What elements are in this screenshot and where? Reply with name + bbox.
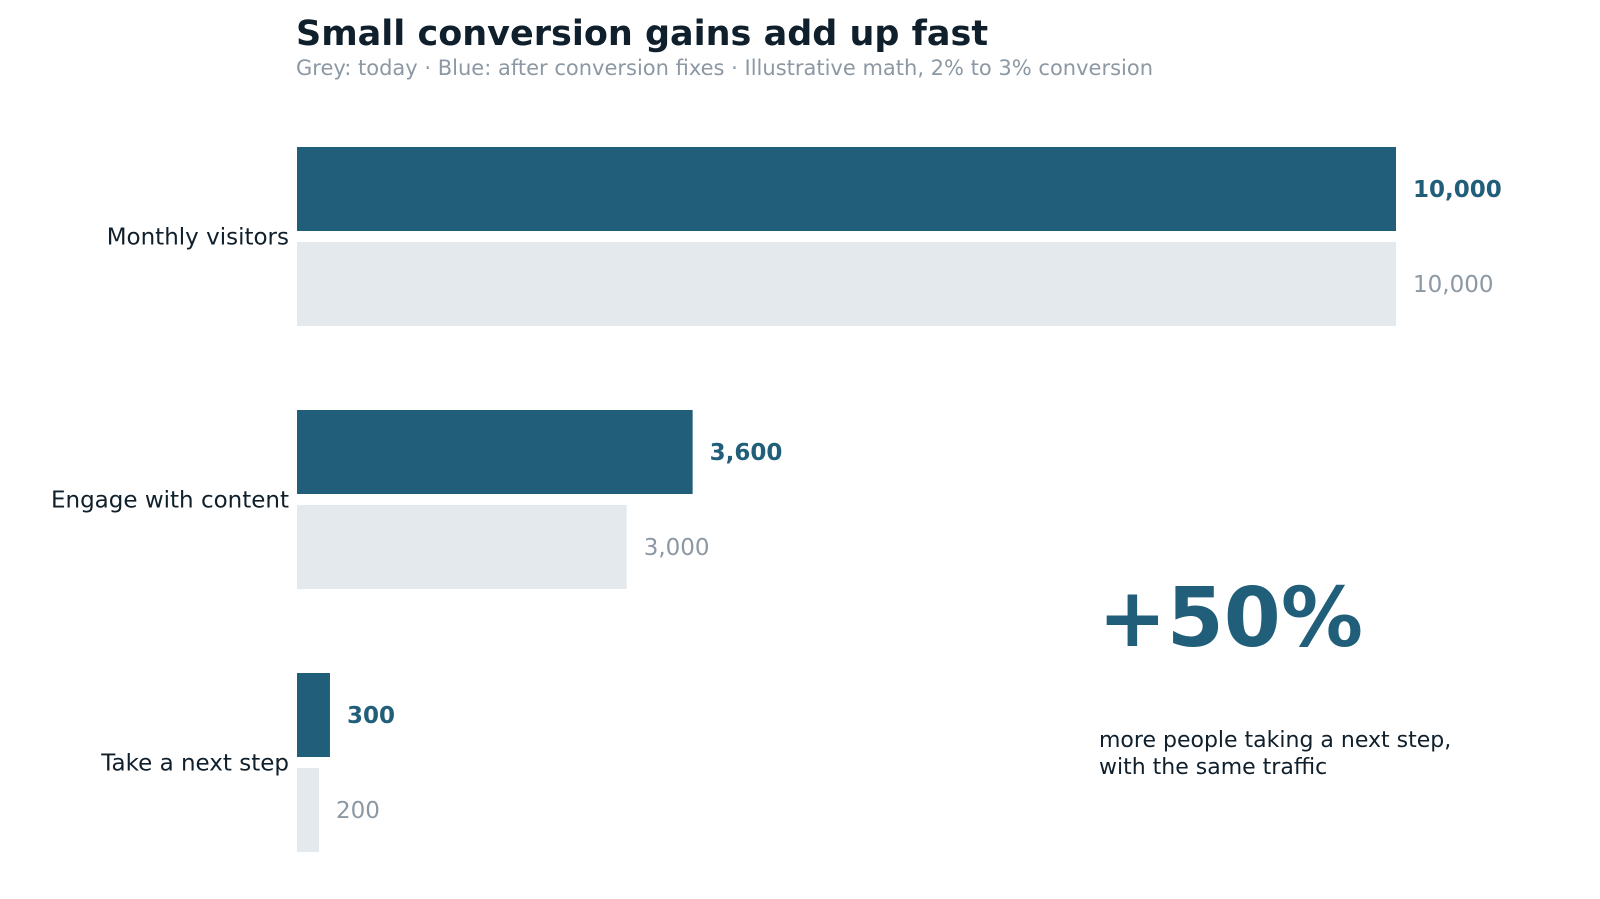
callout-percentage: +50% xyxy=(1098,571,1363,666)
callout-line-2: with the same traffic xyxy=(1099,755,1328,780)
bar-today xyxy=(297,242,1396,326)
value-label-today: 200 xyxy=(336,798,380,824)
bar-after xyxy=(297,410,693,494)
bar-after xyxy=(297,147,1396,231)
callout-description: more people taking a next step, with the… xyxy=(1099,727,1539,781)
value-label-after: 3,600 xyxy=(710,440,783,466)
callout-line-1: more people taking a next step, xyxy=(1099,728,1452,753)
bar-today xyxy=(297,505,627,589)
value-label-today: 3,000 xyxy=(644,535,710,561)
category-label: Engage with content xyxy=(51,488,289,514)
bar-today xyxy=(297,768,319,852)
value-label-after: 10,000 xyxy=(1413,177,1502,203)
chart-subtitle: Grey: today · Blue: after conversion fix… xyxy=(296,56,1154,80)
chart-title: Small conversion gains add up fast xyxy=(296,14,989,54)
bar-after xyxy=(297,673,330,757)
value-label-after: 300 xyxy=(347,703,395,729)
category-label: Monthly visitors xyxy=(107,225,289,251)
value-label-today: 10,000 xyxy=(1413,272,1493,298)
category-label: Take a next step xyxy=(100,751,289,777)
